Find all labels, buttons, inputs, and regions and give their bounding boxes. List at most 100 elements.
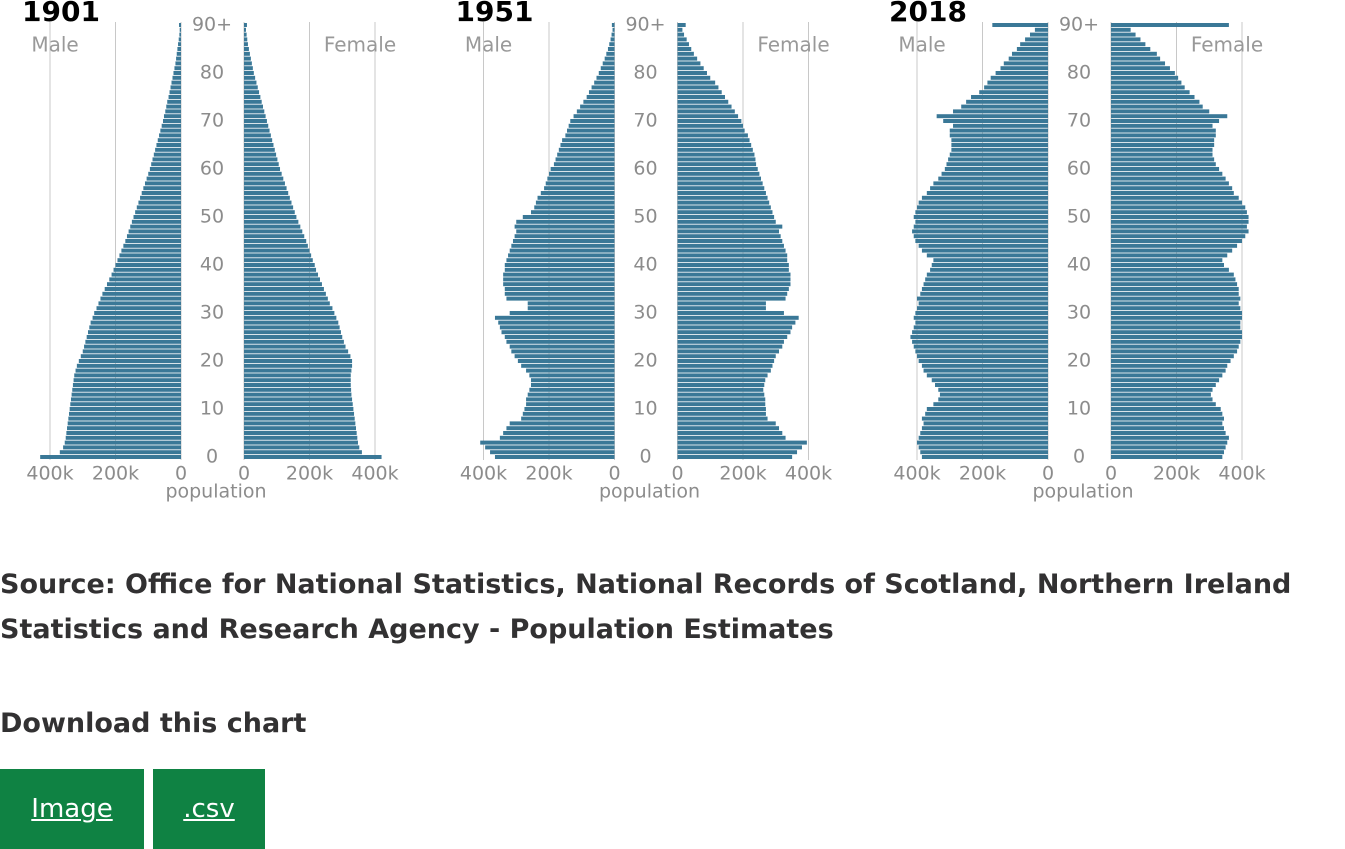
bar [1111,397,1213,402]
bar [677,248,786,253]
bar [503,431,615,435]
bar [555,157,615,162]
bar [71,392,181,397]
bar [1016,47,1048,51]
bar [677,387,764,392]
bar [172,75,181,80]
bar [511,243,615,248]
bar [1111,229,1249,234]
bar [677,171,760,176]
bar [1111,421,1223,426]
bar [178,37,181,42]
bar [931,263,1048,267]
bar [1111,75,1179,80]
bar [918,359,1048,363]
bar [549,171,615,176]
bar [244,234,305,239]
bar [1111,215,1249,219]
y-tick-label: 60 [633,158,657,180]
bar [69,407,181,411]
bar [503,282,615,287]
bar [244,373,351,378]
bar [153,152,181,157]
bar [912,339,1048,344]
bar [131,219,181,224]
bar [921,195,1048,200]
bar [677,397,766,402]
bar [677,71,707,75]
bar [1111,445,1226,450]
bar [1111,263,1224,267]
bar [1111,373,1223,378]
bar [921,248,1048,253]
bar [511,349,615,354]
bar [677,147,753,152]
bar [1000,66,1048,71]
bar [576,109,615,114]
bar [567,128,615,133]
bar [526,368,615,373]
bar [921,363,1048,368]
bar [1111,80,1182,85]
bar [984,85,1048,90]
bar [244,119,267,123]
bar [102,291,181,296]
bar [163,114,181,119]
bar [244,56,251,61]
bar [133,215,181,219]
bar [244,311,335,315]
bar [104,287,181,291]
bar [550,167,615,171]
bar [89,325,181,330]
bar [244,359,353,363]
bar [165,109,181,114]
bar [244,320,339,325]
bar [1111,363,1228,368]
series-label: Female [1191,33,1263,57]
bar [938,387,1048,392]
bar [565,133,615,138]
bar [1111,301,1239,306]
bar [966,99,1048,104]
download-csv-button[interactable]: .csv [153,769,265,849]
bar [244,440,358,445]
bar [503,277,615,282]
bar [915,210,1048,215]
bar [1111,128,1216,133]
bar [941,171,1048,176]
y-tick-label: 70 [1067,110,1091,132]
bar [1111,176,1226,181]
bar [156,143,181,147]
bar [70,397,181,402]
bar [126,234,181,239]
bar [115,263,181,267]
bar [244,287,324,291]
bar [63,445,181,450]
bar [499,325,615,330]
bar [917,440,1048,445]
bar [244,219,299,224]
bar [588,90,615,95]
bar [521,416,615,421]
download-image-button[interactable]: Image [0,769,144,849]
bar [1111,123,1213,128]
bar [677,61,701,66]
bar [1111,27,1131,32]
x-tick-label: 0 [671,463,683,485]
bar [244,61,252,66]
bar [570,119,615,123]
bar [677,42,689,47]
bar [677,287,789,291]
bar [159,133,181,138]
bar [244,368,352,373]
bar [244,167,281,171]
bar [677,383,765,387]
bar [499,435,615,440]
bar [162,119,181,123]
bar [244,258,313,263]
bar [244,104,263,109]
bar [586,95,615,99]
bar [244,445,360,450]
y-tick-label: 30 [1067,302,1091,324]
bar [921,416,1048,421]
